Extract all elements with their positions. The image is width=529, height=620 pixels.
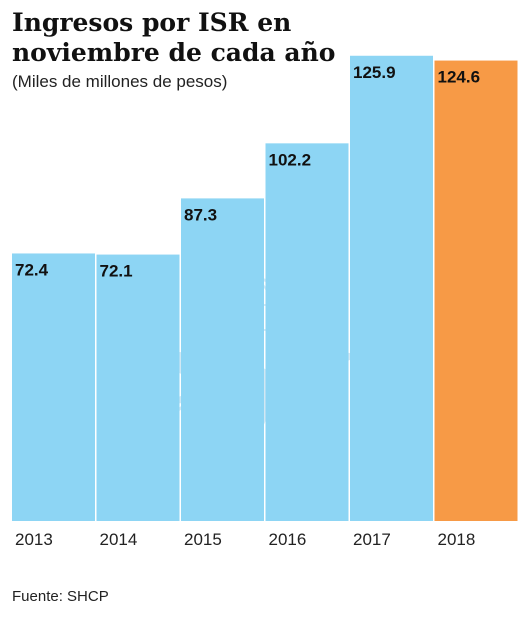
x-tick-2013: 2013: [15, 530, 53, 549]
bar-2014: [96, 254, 180, 521]
source-note: Fuente: SHCP: [12, 588, 109, 605]
x-tick-2016: 2016: [269, 530, 307, 549]
bar-2018: [434, 60, 518, 522]
data-label-2013: 72.4: [15, 260, 49, 279]
bar-chart: 72.4 72.1 87.3 102.2 125.9 124.6 2013 2014 2015…: [12, 55, 518, 549]
data-label-2018: 124.6: [438, 68, 481, 87]
x-tick-2017: 2017: [353, 530, 391, 549]
x-tick-2018: 2018: [438, 530, 476, 549]
bar-2015: [181, 198, 264, 521]
bar-2013: [12, 253, 95, 521]
x-tick-2015: 2015: [184, 530, 222, 549]
bar-2016: [265, 143, 349, 522]
bar-2017: [350, 55, 433, 521]
x-tick-2014: 2014: [100, 530, 138, 549]
chart-title: Ingresos por ISR en noviembre de cada añ…: [12, 8, 336, 67]
data-label-2016: 102.2: [269, 150, 312, 169]
data-label-2015: 87.3: [184, 205, 217, 224]
data-label-2014: 72.1: [100, 262, 133, 281]
data-label-2017: 125.9: [353, 63, 396, 82]
chart-subtitle: (Miles de millones de pesos): [12, 72, 228, 91]
